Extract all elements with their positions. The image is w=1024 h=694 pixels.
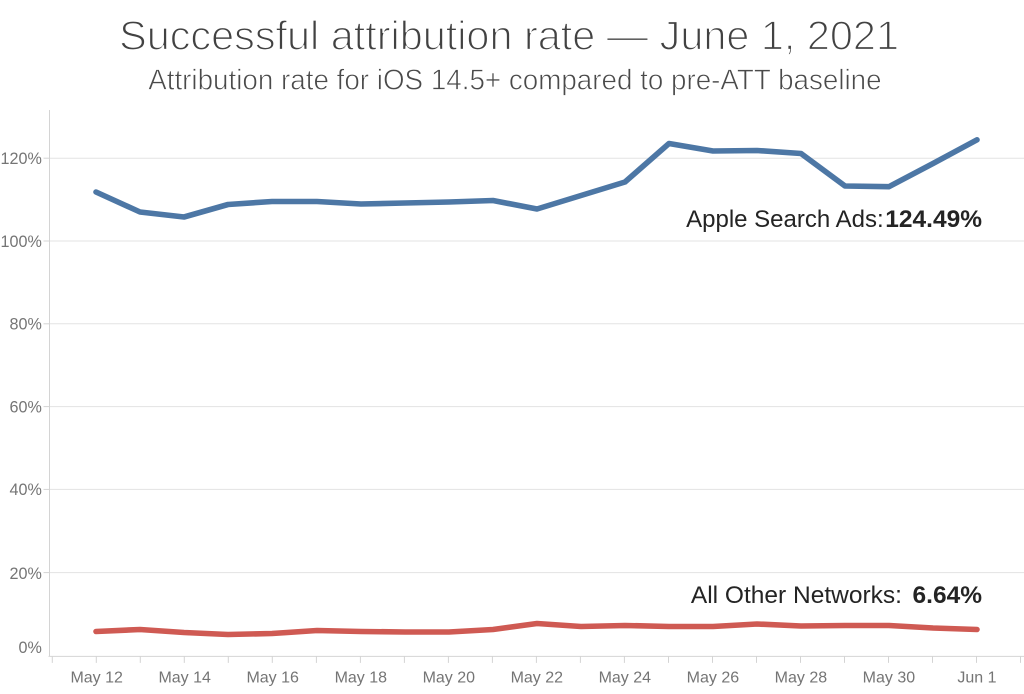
svg-text:Successful attribution rate —: Successful attribution rate — June 1, 20… xyxy=(119,13,899,59)
svg-text:May 16: May 16 xyxy=(246,669,299,686)
svg-text:20%: 20% xyxy=(10,565,42,583)
svg-text:Attribution rate for iOS 14.5+: Attribution rate for iOS 14.5+ compared … xyxy=(148,64,881,95)
svg-text:120%: 120% xyxy=(1,150,42,168)
svg-text:May 22: May 22 xyxy=(511,669,564,686)
svg-text:May 30: May 30 xyxy=(863,669,916,686)
svg-text:124.49%: 124.49% xyxy=(885,206,982,233)
svg-text:May 12: May 12 xyxy=(70,669,123,686)
svg-text:May 28: May 28 xyxy=(775,669,828,686)
svg-text:May 18: May 18 xyxy=(335,669,388,686)
svg-text:Apple Search Ads:: Apple Search Ads: xyxy=(686,206,884,233)
svg-text:May 24: May 24 xyxy=(599,669,652,686)
svg-text:0%: 0% xyxy=(19,639,42,657)
svg-text:May 26: May 26 xyxy=(687,669,740,686)
svg-text:All Other Networks:: All Other Networks: xyxy=(691,582,902,609)
svg-text:May 20: May 20 xyxy=(423,669,476,686)
svg-text:6.64%: 6.64% xyxy=(913,582,983,609)
svg-text:60%: 60% xyxy=(10,398,42,416)
svg-text:Jun 1: Jun 1 xyxy=(957,669,996,686)
svg-text:May 14: May 14 xyxy=(158,669,211,686)
svg-text:100%: 100% xyxy=(1,233,42,251)
svg-text:80%: 80% xyxy=(10,315,42,333)
svg-text:40%: 40% xyxy=(10,481,42,499)
